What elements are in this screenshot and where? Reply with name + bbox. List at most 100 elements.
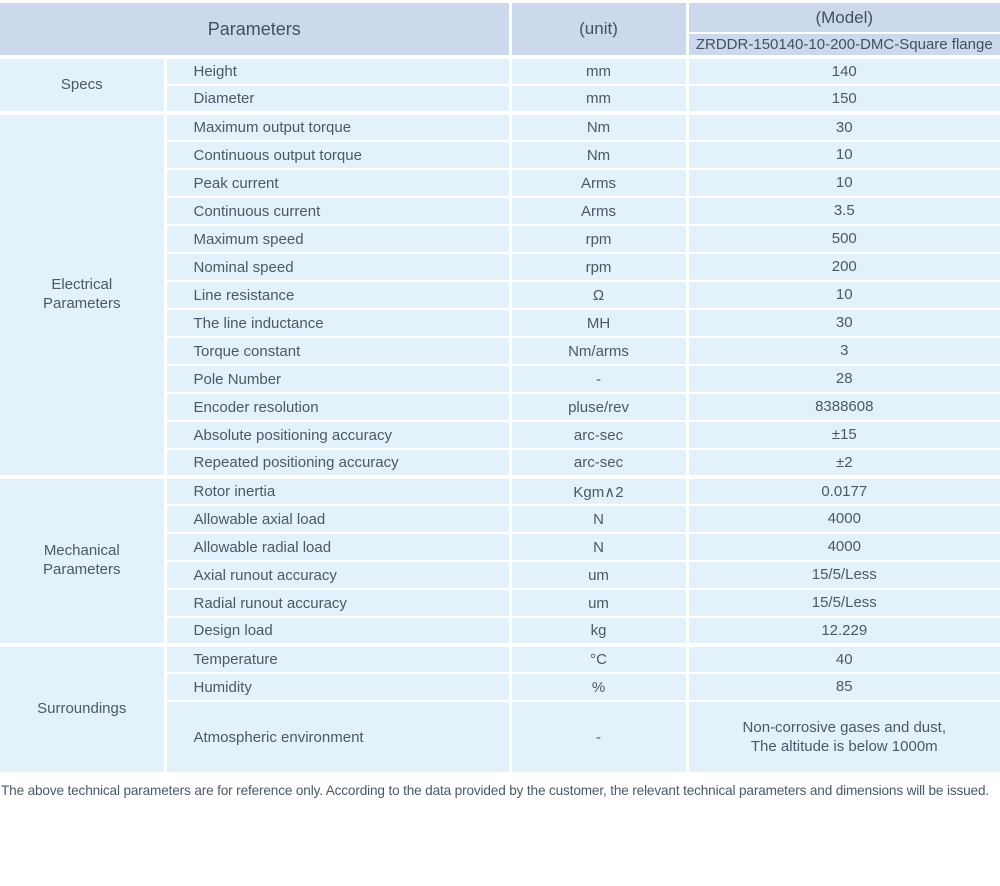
parameter-unit: N [508, 504, 689, 534]
parameter-name: Maximum speed [165, 224, 512, 254]
parameter-name: Temperature [163, 643, 512, 674]
parameter-name: Torque constant [165, 336, 512, 366]
parameter-unit: rpm [508, 252, 689, 282]
parameter-name: Nominal speed [165, 252, 512, 282]
parameter-value: 30 [685, 308, 1000, 338]
table-row: Mechanical Parameters Rotor inertia Kgm∧… [0, 475, 1000, 646]
parameter-unit: arc-sec [508, 448, 689, 478]
table-row: Surroundings Temperature °C 40 [0, 643, 1000, 774]
parameter-name: Axial runout accuracy [165, 560, 512, 590]
parameter-name: The line inductance [165, 308, 512, 338]
parameter-unit: Arms [508, 196, 689, 226]
parameter-value: Non-corrosive gases and dust, The altitu… [685, 700, 1000, 774]
parameter-name: Atmospheric environment [165, 700, 512, 774]
parameter-value: 10 [685, 168, 1000, 198]
parameter-unit: °C [508, 643, 689, 674]
parameter-value: 28 [685, 364, 1000, 394]
parameter-unit: rpm [508, 224, 689, 254]
table-row: Torque constant Nm/arms 3 [0, 336, 1000, 366]
parameter-name: Pole Number [165, 364, 512, 394]
parameter-name: Continuous output torque [165, 140, 512, 170]
table-row: Maximum speed rpm 500 [0, 224, 1000, 254]
reference-note: The above technical parameters are for r… [1, 783, 989, 798]
table-row: Axial runout accuracy um 15/5/Less [0, 560, 1000, 590]
parameter-unit: Nm [508, 140, 689, 170]
table-row: Nominal speed rpm 200 [0, 252, 1000, 282]
parameter-unit: kg [508, 616, 689, 646]
parameter-value: 40 [685, 643, 1000, 674]
parameter-name: Peak current [165, 168, 512, 198]
model-column-header: (Model) [685, 3, 1000, 34]
header-row-model: ZRDDR-150140-10-200-DMC-Square flange [0, 32, 1000, 59]
table-row: Repeated positioning accuracy arc-sec ±2 [0, 448, 1000, 478]
table-row: Design load kg 12.229 [0, 616, 1000, 646]
table-row: Encoder resolution pluse/rev 8388608 [0, 392, 1000, 422]
parameter-value: 30 [685, 111, 1000, 142]
parameter-unit: - [508, 700, 689, 774]
parameter-unit: Ω [508, 280, 689, 310]
group-label: Specs [0, 55, 167, 114]
parameter-name: Continuous current [165, 196, 512, 226]
parameter-name: Line resistance [165, 280, 512, 310]
table-row: Humidity % 85 [0, 672, 1000, 702]
parameter-value: 15/5/Less [685, 588, 1000, 618]
model-number: ZRDDR-150140-10-200-DMC-Square flange [687, 32, 1000, 59]
parameter-value: 8388608 [685, 392, 1000, 422]
parameter-value: ±2 [685, 448, 1000, 478]
parameter-unit: - [508, 364, 689, 394]
parameter-name: Repeated positioning accuracy [165, 448, 512, 478]
table-row: Electrical Parameters Maximum output tor… [0, 111, 1000, 478]
table-row: Radial runout accuracy um 15/5/Less [0, 588, 1000, 618]
parameter-name: Radial runout accuracy [165, 588, 512, 618]
table-row: Allowable radial load N 4000 [0, 532, 1000, 562]
parameter-name: Height [163, 55, 512, 86]
table-row: Absolute positioning accuracy arc-sec ±1… [0, 420, 1000, 450]
parameter-name: Rotor inertia [163, 475, 512, 506]
parameter-value: ±15 [685, 420, 1000, 450]
parameter-value: 500 [685, 224, 1000, 254]
parameter-name: Design load [165, 616, 512, 646]
parameter-name: Allowable axial load [165, 504, 512, 534]
header-row-top: Parameters (unit) (Model) [0, 3, 1000, 59]
parameter-name: Humidity [165, 672, 512, 702]
parameter-value: 4000 [685, 504, 1000, 534]
parameter-value: 85 [685, 672, 1000, 702]
parameter-value: 200 [685, 252, 1000, 282]
parameter-value: 3.5 [685, 196, 1000, 226]
parameter-unit: um [508, 588, 689, 618]
parameters-column-header: Parameters [0, 3, 512, 59]
group-label: Electrical Parameters [0, 111, 167, 478]
table-row: The line inductance MH 30 [0, 308, 1000, 338]
parameter-value: 10 [685, 280, 1000, 310]
parameter-unit: arc-sec [508, 420, 689, 450]
table-row: Peak current Arms 10 [0, 168, 1000, 198]
parameter-unit: mm [508, 55, 689, 86]
parameter-unit: Arms [508, 168, 689, 198]
spec-table-header: Parameters (unit) (Model) ZRDDR-150140-1… [0, 3, 1000, 59]
table-row: Continuous output torque Nm 10 [0, 140, 1000, 170]
table-row: Continuous current Arms 3.5 [0, 196, 1000, 226]
parameter-value: 4000 [685, 532, 1000, 562]
parameter-value: 10 [685, 140, 1000, 170]
table-row: Allowable axial load N 4000 [0, 504, 1000, 534]
group-label: Mechanical Parameters [0, 475, 167, 646]
parameter-unit: Nm [508, 111, 689, 142]
parameter-name: Allowable radial load [165, 532, 512, 562]
unit-column-header: (unit) [508, 3, 689, 59]
parameter-unit: Nm/arms [508, 336, 689, 366]
parameter-unit: % [508, 672, 689, 702]
parameter-unit: N [508, 532, 689, 562]
parameter-value: 140 [685, 55, 1000, 86]
group-label: Surroundings [0, 643, 167, 774]
parameter-unit: mm [508, 84, 689, 114]
parameter-name: Diameter [165, 84, 512, 114]
parameter-value: 15/5/Less [685, 560, 1000, 590]
parameter-name: Encoder resolution [165, 392, 512, 422]
table-row: Line resistance Ω 10 [0, 280, 1000, 310]
table-row: Atmospheric environment - Non-corrosive … [0, 700, 1000, 774]
parameter-value: 3 [685, 336, 1000, 366]
parameter-value: 150 [685, 84, 1000, 114]
parameter-value: 12.229 [685, 616, 1000, 646]
parameter-unit: pluse/rev [508, 392, 689, 422]
table-row: Pole Number - 28 [0, 364, 1000, 394]
